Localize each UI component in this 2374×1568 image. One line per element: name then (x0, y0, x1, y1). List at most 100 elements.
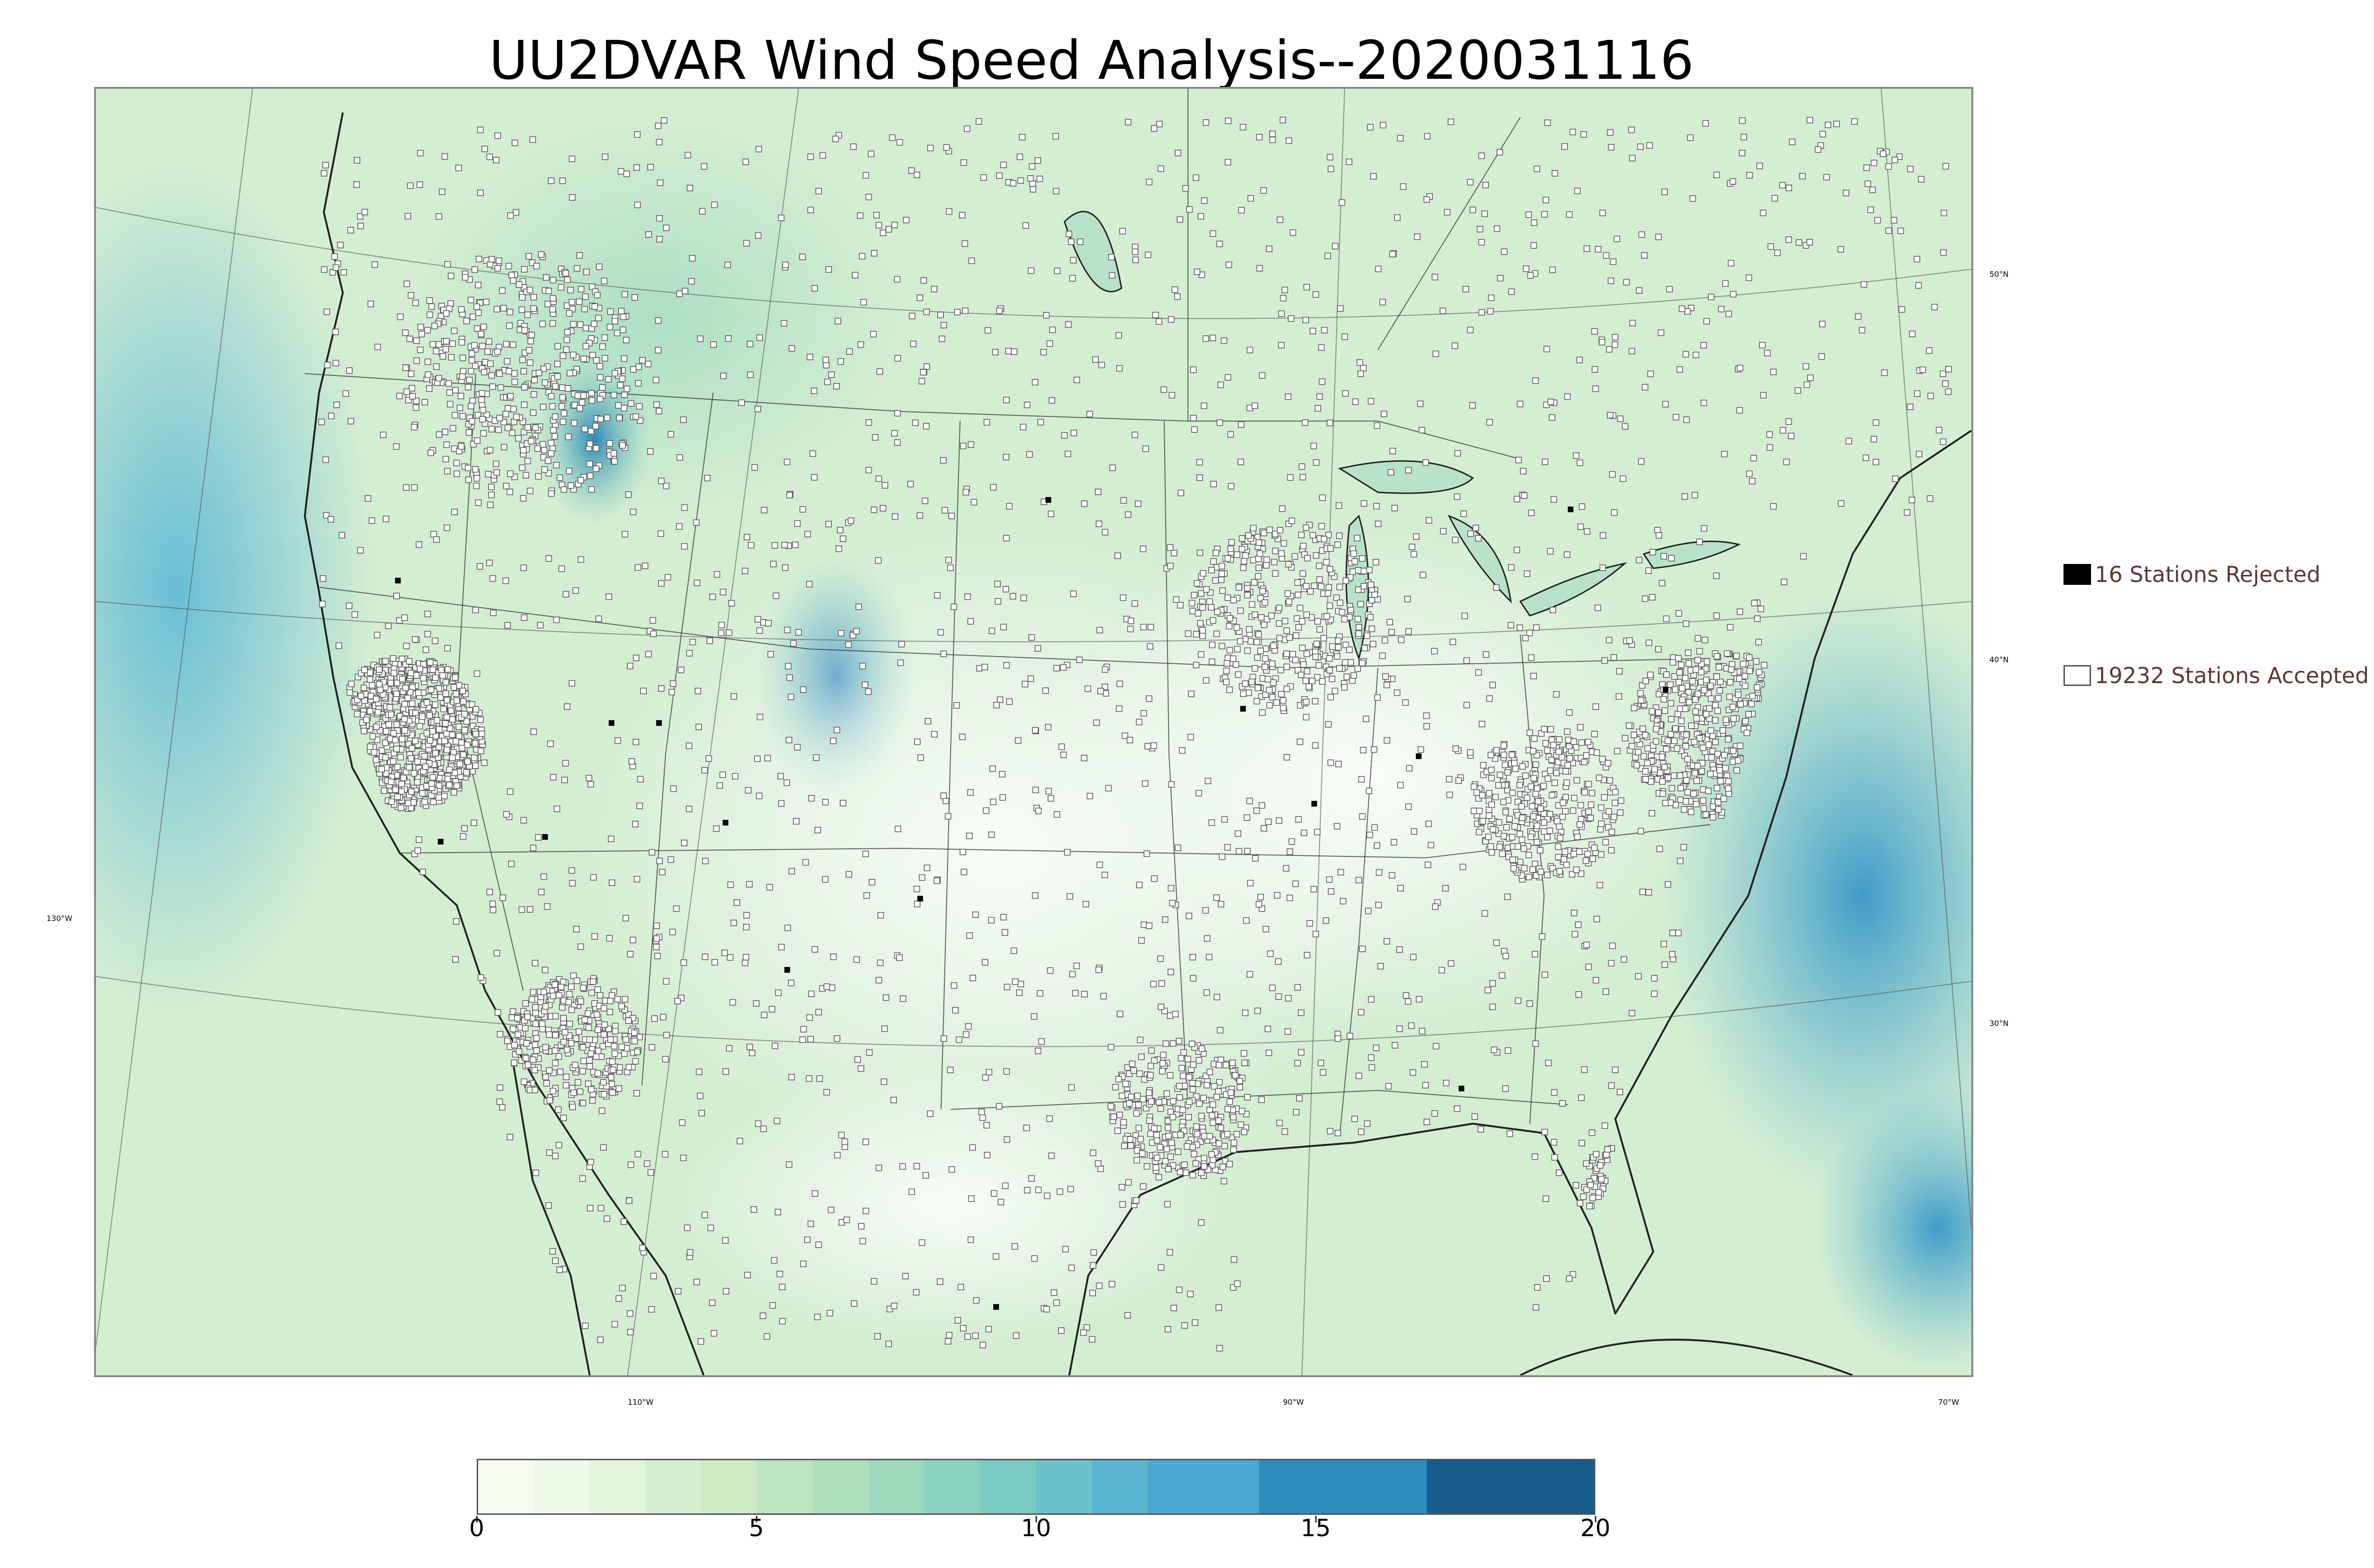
station-marker (367, 676, 373, 683)
station-marker (328, 413, 335, 419)
station-marker (1577, 802, 1584, 809)
station-marker (511, 370, 518, 377)
station-marker (1467, 178, 1474, 186)
station-marker (409, 393, 416, 400)
station-marker (552, 383, 559, 390)
station-marker (1487, 308, 1494, 315)
station-marker (448, 707, 454, 714)
station-marker (1045, 788, 1052, 795)
station-marker (545, 555, 552, 562)
station-marker (562, 760, 569, 767)
station-marker (546, 1149, 553, 1156)
station-marker (1228, 539, 1235, 546)
station-marker (390, 670, 397, 676)
station-marker (1193, 174, 1199, 181)
station-marker (633, 655, 640, 661)
station-marker (838, 358, 844, 365)
station-marker (976, 665, 983, 672)
station-marker (939, 336, 945, 342)
station-marker (1240, 124, 1246, 131)
station-marker (1589, 1194, 1596, 1202)
station-marker (1312, 698, 1319, 704)
station-marker (1134, 1092, 1141, 1099)
station-marker (520, 564, 527, 571)
colorbar-tick (1595, 1516, 1596, 1522)
station-marker (1240, 564, 1247, 571)
station-marker (490, 610, 497, 616)
rejected-station-marker (395, 578, 401, 583)
station-marker (854, 1056, 861, 1063)
station-marker (1312, 742, 1319, 749)
station-marker (1504, 893, 1511, 900)
station-marker (1210, 617, 1216, 624)
station-marker (367, 708, 373, 714)
station-marker (429, 774, 436, 781)
station-marker (593, 465, 600, 472)
station-marker (1205, 778, 1211, 784)
station-marker (1598, 851, 1605, 858)
wind-speed-map[interactable] (94, 87, 1973, 1377)
station-marker (1482, 182, 1489, 188)
station-marker (686, 806, 693, 812)
station-marker (645, 360, 652, 367)
station-marker (967, 789, 974, 796)
station-marker (1756, 162, 1763, 169)
station-marker (1566, 755, 1573, 762)
station-marker (1300, 570, 1306, 577)
station-marker (1525, 852, 1532, 858)
station-marker (1418, 427, 1425, 433)
station-marker (1314, 828, 1321, 836)
station-marker (1501, 248, 1508, 255)
station-marker (1371, 746, 1377, 753)
station-marker (795, 629, 802, 636)
station-marker (1073, 962, 1080, 969)
station-marker (970, 499, 978, 506)
station-marker (1165, 1124, 1171, 1131)
station-marker (1583, 857, 1589, 864)
station-marker (397, 313, 404, 320)
station-marker (1642, 732, 1649, 739)
station-marker (1682, 705, 1689, 712)
station-marker (1017, 177, 1024, 184)
station-marker (1502, 1085, 1509, 1092)
station-marker (1749, 693, 1756, 700)
station-marker (1695, 691, 1701, 697)
station-marker (444, 645, 451, 652)
station-marker (627, 1310, 633, 1317)
station-marker (964, 125, 970, 132)
station-marker (1140, 545, 1147, 553)
station-marker (1695, 635, 1701, 642)
station-marker (1293, 1109, 1300, 1116)
station-marker (1454, 1105, 1460, 1112)
station-marker (376, 681, 383, 688)
station-marker (834, 1152, 841, 1159)
station-marker (1417, 400, 1424, 407)
station-marker (1190, 366, 1197, 373)
station-marker (1629, 347, 1635, 355)
station-marker (549, 1248, 556, 1255)
station-marker (1003, 535, 1010, 542)
station-marker (1734, 757, 1742, 764)
station-marker (1354, 535, 1361, 542)
station-marker (1398, 637, 1404, 643)
station-marker (586, 1057, 593, 1064)
station-marker (622, 1036, 629, 1043)
station-marker (1058, 743, 1065, 750)
station-marker (1684, 756, 1691, 763)
station-marker (444, 666, 451, 673)
station-marker (524, 1014, 531, 1020)
station-marker (1152, 311, 1159, 319)
station-marker (608, 1080, 615, 1088)
station-marker (912, 419, 919, 426)
station-marker (1573, 452, 1580, 459)
station-marker (1336, 665, 1343, 672)
station-marker (769, 1302, 776, 1309)
station-marker (1492, 794, 1499, 800)
station-marker (1000, 914, 1007, 920)
station-marker (964, 1333, 971, 1340)
station-marker (1528, 509, 1535, 516)
station-marker (998, 1199, 1004, 1205)
station-marker (620, 326, 626, 333)
station-marker (545, 457, 552, 464)
colorbar-segment (645, 1460, 701, 1513)
